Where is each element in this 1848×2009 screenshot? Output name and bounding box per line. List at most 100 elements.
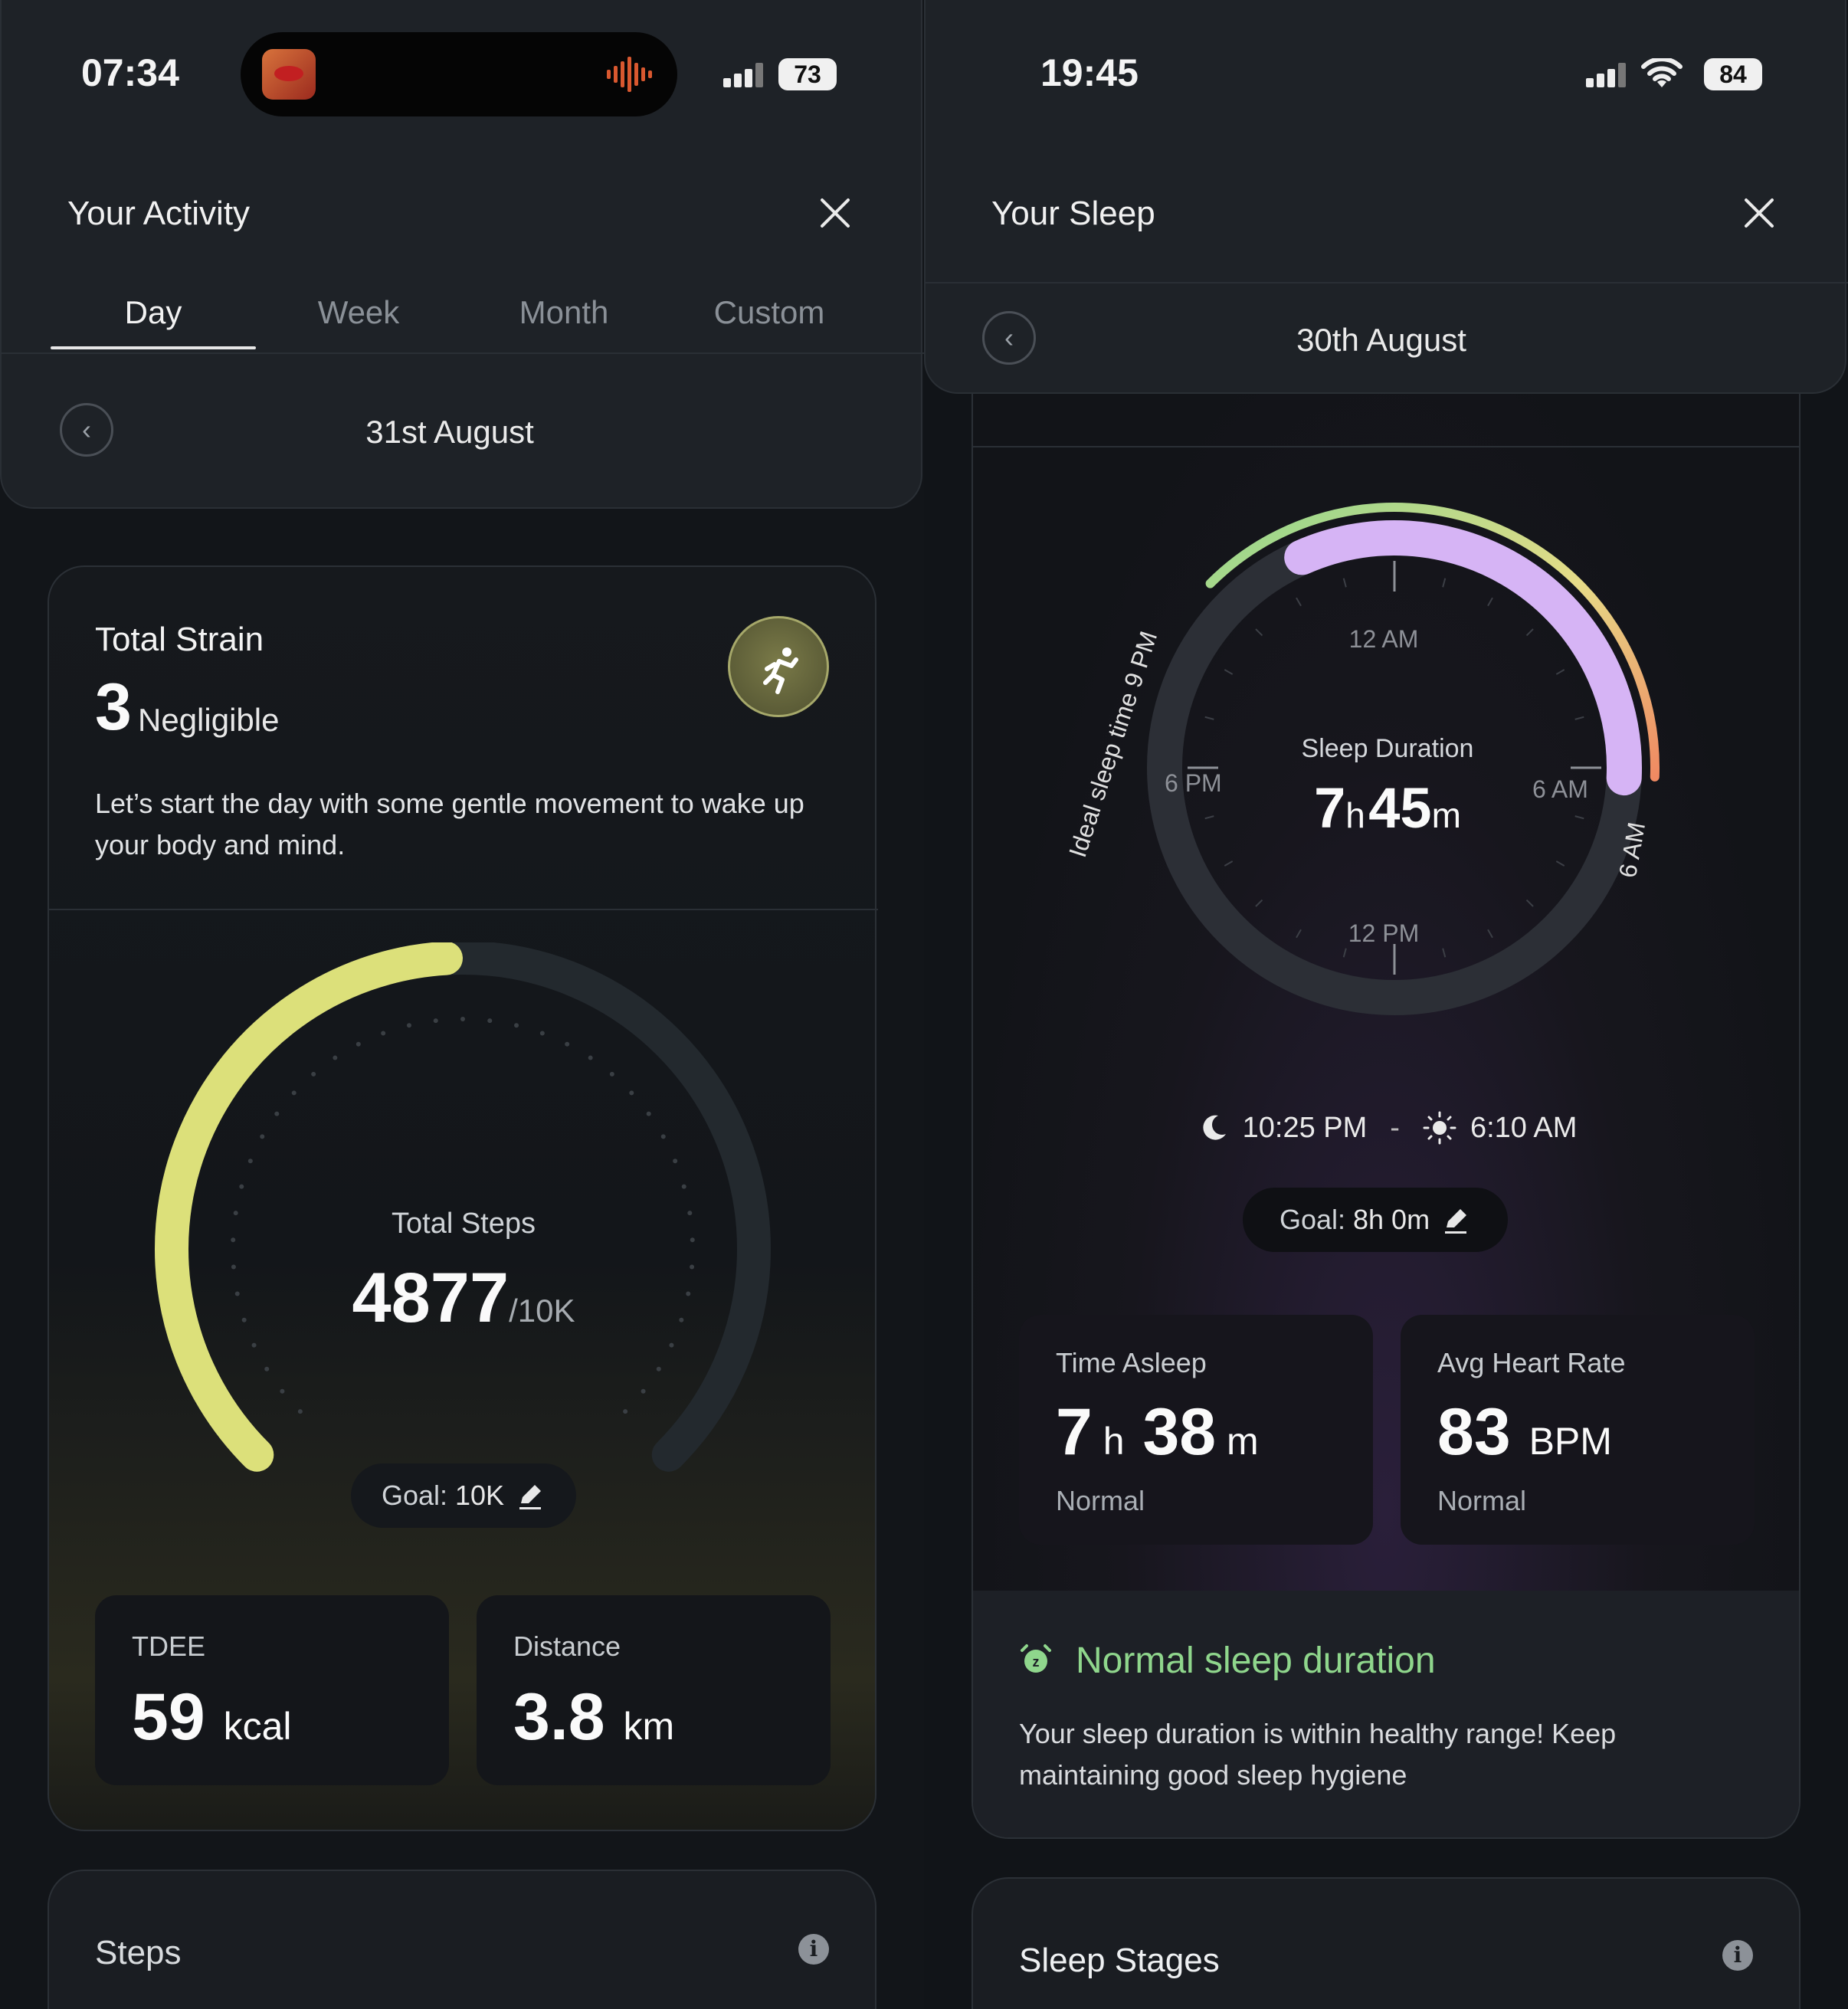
- clock-tick: [1342, 578, 1347, 588]
- previous-date-button[interactable]: ‹: [982, 311, 1036, 365]
- gauge-dot: [539, 1031, 545, 1036]
- tab-custom[interactable]: Custom: [713, 294, 825, 330]
- clock-tick: [1442, 948, 1447, 958]
- gauge-dot: [690, 1237, 695, 1243]
- sleep-goal-pill[interactable]: Goal: 8h 0m: [1243, 1188, 1508, 1252]
- divider: [926, 282, 1848, 283]
- gauge-dot: [280, 1388, 285, 1394]
- date-label: 30th August: [1296, 322, 1466, 358]
- status-time: 07:34: [81, 51, 179, 94]
- sleep-arc: [1284, 520, 1642, 796]
- gauge-dot: [291, 1090, 297, 1096]
- clock-tick: [1204, 815, 1214, 820]
- clock-tick: [1296, 929, 1302, 939]
- previous-date-button[interactable]: ‹: [60, 403, 113, 457]
- time-asleep-minutes: 38: [1142, 1395, 1217, 1469]
- wake-time: 6:10 AM: [1470, 1111, 1578, 1144]
- sleep-clock: [1147, 503, 1660, 1015]
- divider: [49, 909, 878, 910]
- gauge-dot: [231, 1264, 236, 1270]
- heart-rate-status: Normal: [1437, 1485, 1527, 1516]
- gauge-dot: [588, 1055, 593, 1060]
- distance-label: Distance: [513, 1630, 621, 1662]
- clock-tick: [1296, 597, 1302, 607]
- info-icon[interactable]: i: [1722, 1940, 1753, 1971]
- goal-label: Goal:: [381, 1480, 447, 1511]
- time-separator: -: [1390, 1111, 1400, 1144]
- sleep-minutes-unit: m: [1431, 795, 1461, 835]
- chevron-left-icon: ‹: [1004, 322, 1014, 353]
- gauge-dot: [234, 1291, 240, 1296]
- sleep-card: 12 AM 6 PM 6 AM 12 PM Ideal sleep time 9…: [972, 337, 1800, 1839]
- activity-screen: 07:34 73 Your Activity: [0, 0, 924, 2009]
- gauge-dot: [239, 1184, 244, 1189]
- info-icon[interactable]: i: [798, 1934, 829, 1965]
- tdee-box: TDEE 59 kcal: [95, 1595, 449, 1785]
- gauge-dot: [687, 1211, 693, 1216]
- sleep-stages-card[interactable]: Sleep Stages i: [972, 1877, 1800, 2009]
- gauge-dot: [514, 1023, 519, 1028]
- strain-card: Total Strain 3 Negligible Let’s start th…: [48, 565, 878, 1831]
- strain-value: 3: [95, 670, 132, 744]
- wifi-icon: [1641, 57, 1683, 90]
- gauge-dot: [247, 1159, 253, 1164]
- gauge-dot: [487, 1018, 493, 1024]
- time-asleep-box: Time Asleep 7 h 38 m Normal: [1019, 1315, 1373, 1545]
- clock-label-12pm: 12 PM: [1348, 919, 1420, 947]
- gauge-dot: [264, 1366, 270, 1372]
- distance-unit: km: [623, 1705, 675, 1748]
- clock-tick: [1224, 669, 1234, 675]
- tab-day[interactable]: Day: [124, 294, 182, 330]
- gauge-dot: [297, 1409, 303, 1414]
- gauge-dot: [333, 1055, 338, 1060]
- goal-value: 8h 0m: [1353, 1204, 1430, 1235]
- alarm-clock-icon: z: [1019, 1643, 1053, 1676]
- gauge-dot: [231, 1237, 236, 1243]
- gauge-dot: [681, 1184, 686, 1189]
- steps-gauge-progress: [155, 942, 463, 1472]
- gauge-dot: [641, 1388, 646, 1394]
- gauge-dot: [679, 1317, 684, 1322]
- steps-goal-pill[interactable]: Goal: 10K: [351, 1463, 576, 1528]
- clock-tick: [1555, 860, 1565, 867]
- sleep-hours: 7: [1314, 776, 1346, 840]
- tdee-label: TDEE: [132, 1630, 206, 1662]
- gauge-dot: [381, 1031, 386, 1036]
- tab-month[interactable]: Month: [519, 294, 609, 330]
- gauge-dot: [356, 1041, 361, 1047]
- time-asleep-h: h: [1103, 1420, 1125, 1463]
- total-steps-label: Total Steps: [392, 1208, 536, 1240]
- gauge-dot: [686, 1291, 691, 1296]
- clock-tick: [1487, 597, 1493, 607]
- steps-goal-suffix: /10K: [509, 1293, 575, 1329]
- divider: [973, 446, 1799, 447]
- close-icon[interactable]: [1742, 196, 1776, 230]
- gauge-dot: [460, 1017, 465, 1021]
- clock-label-6am: 6 AM: [1532, 775, 1588, 803]
- clock-tick: [1525, 628, 1534, 637]
- tab-week[interactable]: Week: [317, 294, 400, 330]
- clock-ticks: [1188, 561, 1601, 975]
- clock-tick: [1574, 716, 1584, 720]
- gauge-dot: [406, 1023, 411, 1028]
- steps-card[interactable]: Steps i: [48, 1870, 876, 2009]
- time-asleep-status: Normal: [1056, 1485, 1145, 1516]
- time-asleep-hours: 7: [1056, 1395, 1093, 1469]
- clock-tick: [1487, 929, 1493, 939]
- strain-message: Let’s start the day with some gentle mov…: [95, 788, 804, 860]
- sun-icon: [1423, 1111, 1456, 1145]
- close-icon[interactable]: [818, 196, 852, 230]
- strain-title: Total Strain: [95, 621, 264, 658]
- tdee-value: 59: [132, 1680, 205, 1754]
- sleep-duration-label: Sleep Duration: [1301, 734, 1474, 763]
- dynamic-island[interactable]: [241, 32, 677, 116]
- svg-text:z: z: [1033, 1654, 1040, 1670]
- sleep-screen: 12 AM 6 PM 6 AM 12 PM Ideal sleep time 9…: [924, 0, 1848, 2009]
- now-playing-artwork: [262, 49, 316, 100]
- activity-header: 07:34 73 Your Activity: [0, 0, 924, 509]
- gauge-dot: [623, 1409, 628, 1414]
- sleep-hours-unit: h: [1345, 795, 1365, 835]
- heart-rate-label: Avg Heart Rate: [1437, 1347, 1626, 1378]
- gauge-dot: [646, 1111, 651, 1116]
- clock-label-12am: 12 AM: [1348, 625, 1419, 653]
